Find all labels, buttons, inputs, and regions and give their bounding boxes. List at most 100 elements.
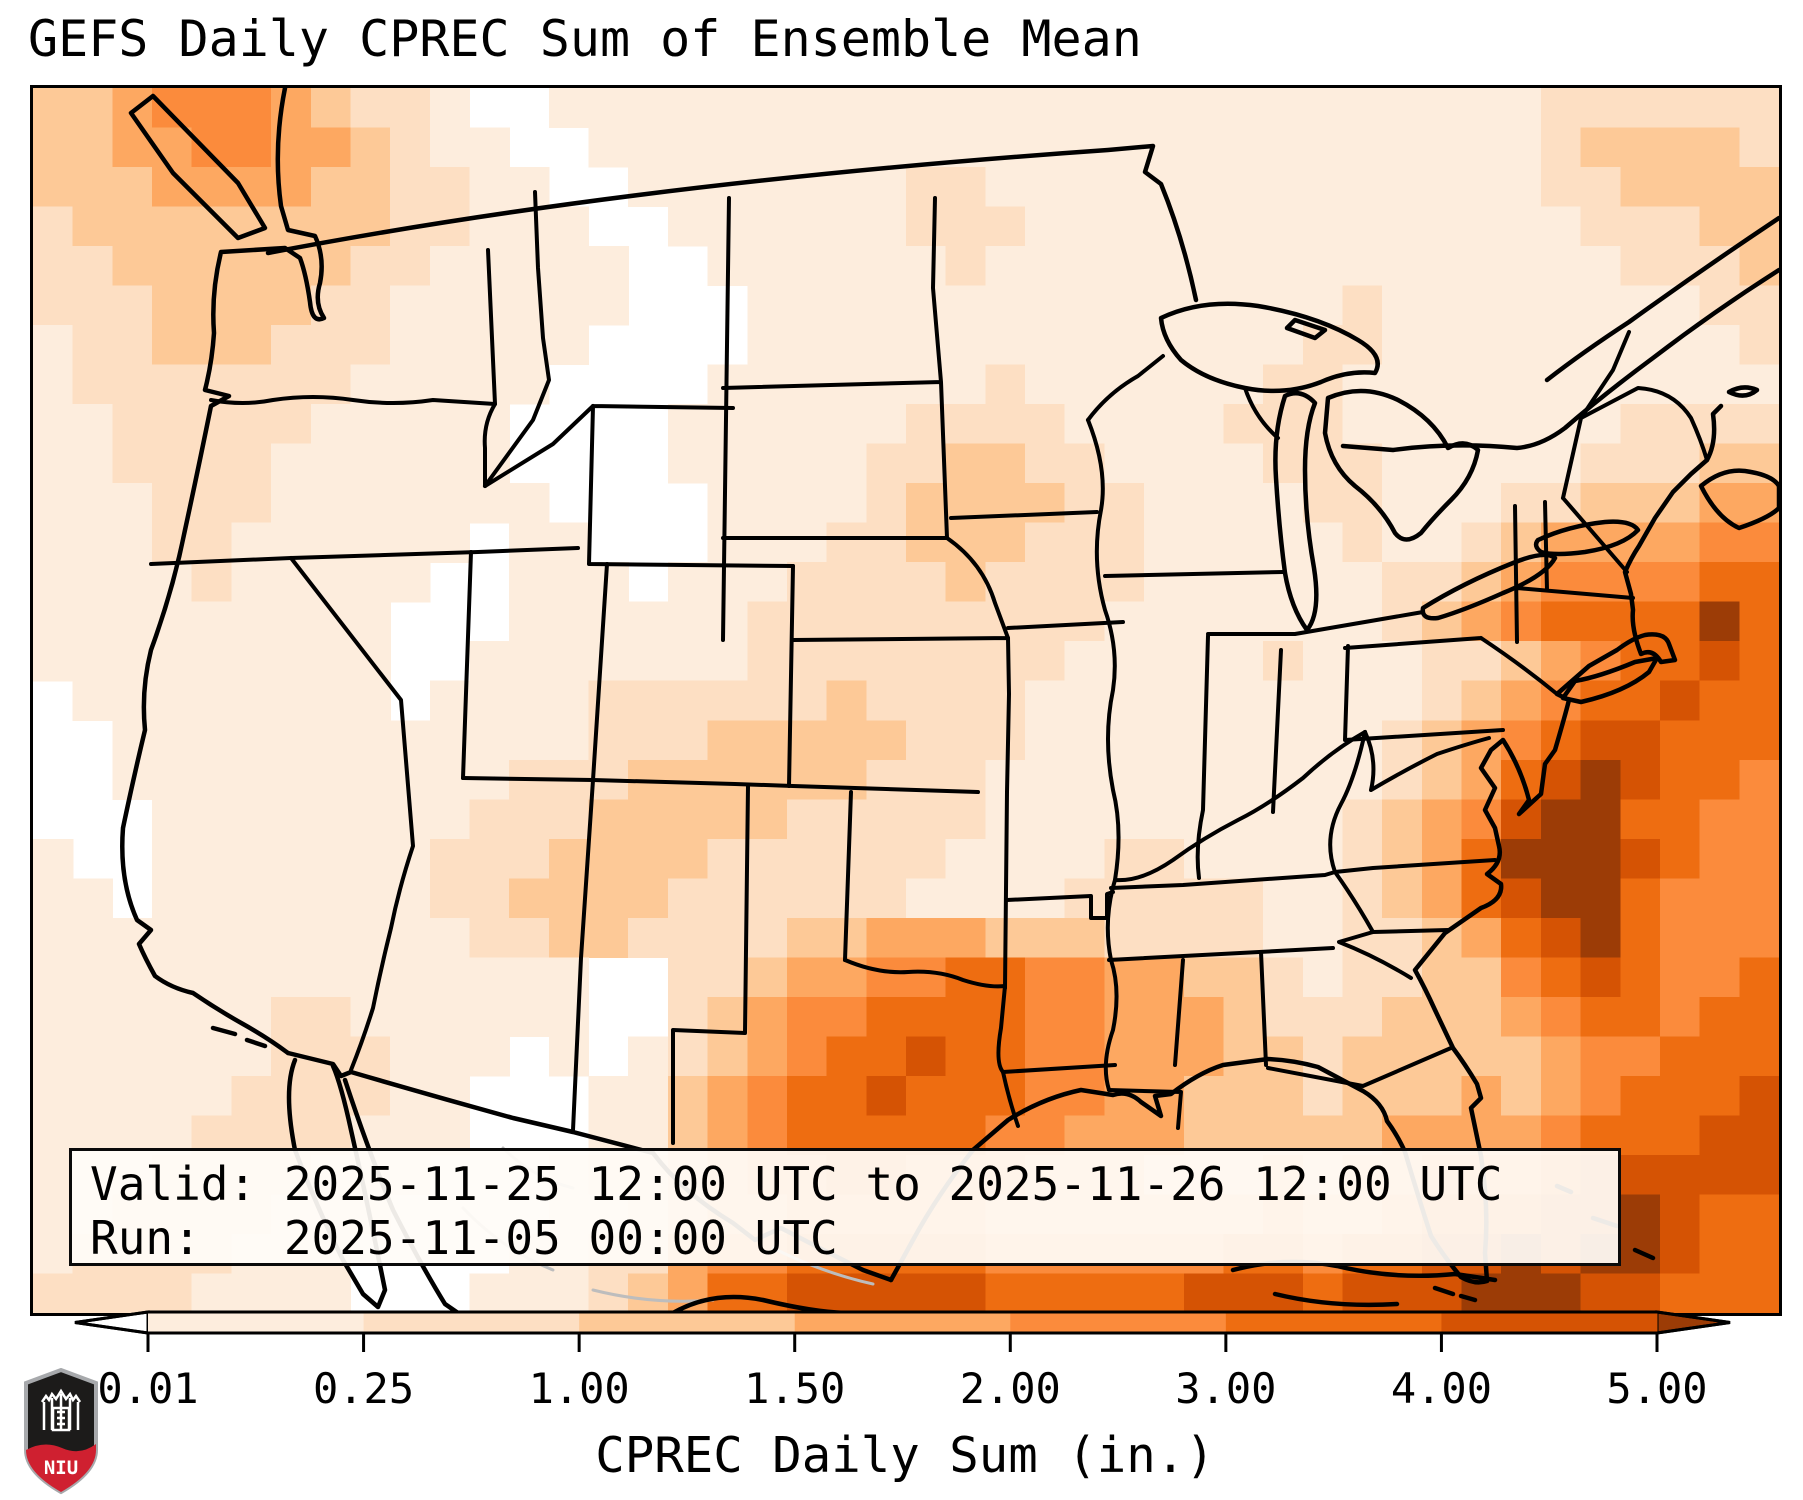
- precip-cell: [231, 1273, 272, 1313]
- precip-cell: [33, 1273, 74, 1313]
- colorbar-tick-labels: 0.01 0.25 1.00 1.50 2.00 3.00 4.00 5.00: [97, 1364, 1707, 1413]
- precip-cell: [945, 167, 986, 208]
- precip-cell: [866, 878, 907, 919]
- precip-cell: [152, 88, 193, 129]
- precip-cell: [1620, 720, 1661, 761]
- precip-cell: [945, 720, 986, 761]
- precip-cell: [310, 1273, 352, 1313]
- precip-cell: [1382, 522, 1423, 563]
- precip-cell: [747, 562, 788, 603]
- precip-cell: [1421, 127, 1463, 168]
- precip-cell: [1025, 720, 1066, 761]
- precip-cell: [1501, 206, 1542, 247]
- precip-cell: [628, 1273, 669, 1313]
- precip-cell: [1739, 1036, 1779, 1077]
- precip-cell: [152, 878, 193, 919]
- precip-cell: [390, 167, 431, 208]
- precip-cell: [1263, 838, 1304, 879]
- precip-cell: [1064, 759, 1105, 800]
- precip-cell: [945, 878, 986, 919]
- precip-cell: [1620, 206, 1661, 247]
- precip-cell: [906, 1036, 947, 1077]
- precip-cell: [1223, 167, 1264, 208]
- precip-cell: [1183, 167, 1225, 208]
- precip-cell: [1421, 88, 1463, 129]
- precip-cell: [271, 878, 312, 919]
- precip-cell: [1064, 1036, 1105, 1077]
- precip-cell: [1263, 680, 1304, 721]
- precip-cell: [310, 167, 352, 208]
- precip-cell: [72, 522, 113, 563]
- precip-cell: [985, 167, 1026, 208]
- precip-cell: [1263, 957, 1304, 998]
- precip-cell: [1104, 483, 1145, 524]
- precip-cell: [548, 522, 590, 563]
- precip-cell: [1183, 127, 1225, 168]
- precip-cell: [1183, 996, 1225, 1037]
- precip-cell: [1382, 680, 1423, 721]
- precip-cell: [906, 443, 947, 484]
- precip-cell: [1263, 1075, 1304, 1116]
- precip-cell: [826, 799, 867, 840]
- precip-cell: [429, 996, 471, 1037]
- precip-cell: [1699, 127, 1740, 168]
- precip-cell: [1739, 957, 1779, 998]
- precip-cell: [1461, 917, 1502, 958]
- precip-cell: [1104, 641, 1145, 682]
- precip-cell: [548, 246, 590, 287]
- precip-cell: [33, 246, 74, 287]
- precip-cell: [945, 206, 986, 247]
- precip-cell: [1580, 1036, 1621, 1077]
- precip-cell: [1620, 364, 1661, 405]
- precip-cell: [509, 838, 550, 879]
- precip-cell: [1144, 364, 1185, 405]
- precip-cell: [1421, 483, 1463, 524]
- precip-cell: [271, 996, 312, 1037]
- precip-cell: [707, 680, 748, 721]
- precip-cell: [826, 285, 867, 326]
- precip-cell: [747, 206, 788, 247]
- precip-cell: [1025, 799, 1066, 840]
- valid-time-text: Valid: 2025-11-25 12:00 UTC to 2025-11-2…: [90, 1157, 1503, 1211]
- precip-cell: [1660, 680, 1701, 721]
- precip-cell: [1025, 759, 1066, 800]
- precip-cell: [469, 1036, 510, 1077]
- colorbar-outline: [74, 1310, 1731, 1335]
- precip-cell: [1104, 404, 1145, 445]
- precip-cell: [33, 167, 74, 208]
- precip-cell: [191, 1075, 232, 1116]
- precip-cell: [1064, 404, 1105, 445]
- precip-cell: [1660, 1194, 1701, 1235]
- precip-cell: [1739, 799, 1779, 840]
- precip-cell: [1421, 799, 1463, 840]
- plot-title: GEFS Daily CPREC Sum of Ensemble Mean: [28, 10, 1142, 68]
- precip-cell: [628, 878, 669, 919]
- precip-cell: [1580, 917, 1621, 958]
- precip-cell: [1421, 206, 1463, 247]
- precip-cell: [429, 246, 471, 287]
- precip-cell: [1421, 759, 1463, 800]
- precip-cell: [1501, 404, 1542, 445]
- precip-cell: [1620, 127, 1661, 168]
- precip-cell: [33, 601, 74, 642]
- precip-cell: [1739, 996, 1779, 1037]
- precip-cell: [1104, 88, 1145, 129]
- precip-cell: [350, 483, 391, 524]
- precip-cell: [906, 206, 947, 247]
- precip-cell: [1025, 838, 1066, 879]
- precip-cell: [628, 917, 669, 958]
- precip-cell: [1144, 759, 1185, 800]
- precip-cell: [271, 325, 312, 366]
- precip-cell: [1025, 285, 1066, 326]
- precip-cell: [747, 285, 788, 326]
- precip-cell: [509, 996, 550, 1037]
- precip-cell: [747, 957, 788, 998]
- precip-cell: [1540, 838, 1582, 879]
- precip-cell: [509, 601, 550, 642]
- precip-cell: [350, 364, 391, 405]
- precip-cell: [866, 483, 907, 524]
- precip-cell: [787, 680, 828, 721]
- precip-cell: [33, 838, 74, 879]
- precip-cell: [231, 838, 272, 879]
- precip-cell: [1660, 88, 1701, 129]
